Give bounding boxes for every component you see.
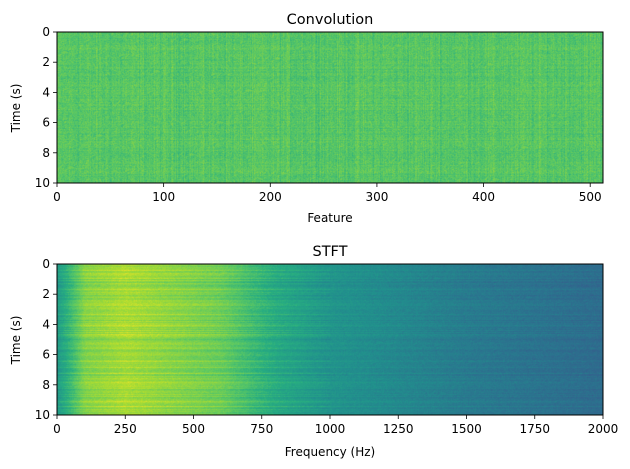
stft-y-ticks: 0 2 4 6 8 10: [35, 257, 57, 422]
convolution-y-ticks: 0 2 4 6 8 10: [35, 25, 57, 190]
convolution-panel: Convolution 0 100 200 300 400 500 0 2 4 6 8 10 Fea…: [9, 12, 604, 225]
x-tick-label: 500: [182, 422, 205, 436]
stft-panel: STFT 0 250 500 750 1000 1250 1500 1750 2000 0 2 4 6…: [9, 244, 618, 459]
y-tick-label: 0: [42, 25, 50, 39]
y-tick-label: 4: [42, 317, 50, 331]
y-tick-label: 4: [42, 85, 50, 99]
x-tick-label: 1500: [451, 422, 482, 436]
x-tick-label: 500: [579, 190, 602, 204]
stft-title: STFT: [312, 244, 347, 260]
x-tick-label: 2000: [588, 422, 619, 436]
convolution-title: Convolution: [287, 12, 374, 28]
y-tick-label: 10: [35, 408, 50, 422]
x-tick-label: 0: [53, 422, 61, 436]
x-tick-label: 750: [250, 422, 273, 436]
stft-x-ticks: 0 250 500 750 1000 1250 1500 1750 2000: [53, 415, 618, 436]
y-tick-label: 8: [42, 146, 50, 160]
stft-x-label: Frequency (Hz): [285, 445, 376, 459]
convolution-plot-frame: [56, 31, 604, 184]
convolution-x-ticks: 0 100 200 300 400 500: [53, 183, 602, 204]
convolution-y-label: Time (s): [9, 84, 23, 134]
y-tick-label: 6: [42, 116, 50, 130]
stft-y-label: Time (s): [9, 316, 23, 366]
y-tick-label: 2: [42, 55, 50, 69]
y-tick-label: 6: [42, 348, 50, 362]
y-tick-label: 2: [42, 287, 50, 301]
x-tick-label: 250: [114, 422, 137, 436]
x-tick-label: 0: [53, 190, 61, 204]
y-tick-label: 8: [42, 378, 50, 392]
convolution-heatmap-image: [57, 32, 603, 183]
y-tick-label: 0: [42, 257, 50, 271]
convolution-x-label: Feature: [307, 211, 352, 225]
x-tick-label: 300: [365, 190, 388, 204]
x-tick-label: 100: [152, 190, 175, 204]
stft-heatmap-image: [57, 264, 603, 415]
x-tick-label: 400: [472, 190, 495, 204]
x-tick-label: 1750: [519, 422, 550, 436]
x-tick-label: 200: [259, 190, 282, 204]
y-tick-label: 10: [35, 176, 50, 190]
x-tick-label: 1250: [383, 422, 414, 436]
x-tick-label: 1000: [315, 422, 346, 436]
